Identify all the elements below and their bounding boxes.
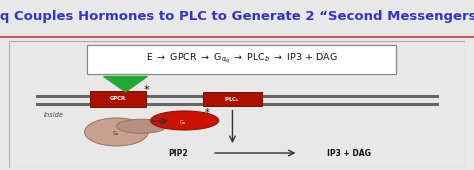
Polygon shape — [104, 76, 147, 92]
Text: Inside: Inside — [44, 112, 64, 118]
Text: PLC$_b$: PLC$_b$ — [225, 95, 240, 104]
Text: IP3 + DAG: IP3 + DAG — [327, 149, 370, 157]
Text: E $\rightarrow$ GPCR $\rightarrow$ G$_{\mathregular{\alpha}_q}$ $\rightarrow$ PL: E $\rightarrow$ GPCR $\rightarrow$ G$_{\… — [146, 51, 337, 66]
Circle shape — [151, 111, 219, 130]
FancyBboxPatch shape — [87, 45, 396, 74]
Text: Gq Couples Hormones to PLC to Generate 2 “Second Messengers”: Gq Couples Hormones to PLC to Generate 2… — [0, 10, 474, 23]
Text: *: * — [205, 108, 210, 118]
Text: PIP2: PIP2 — [168, 149, 188, 157]
Text: G$_\alpha$: G$_\alpha$ — [179, 118, 187, 127]
Text: *: * — [144, 85, 150, 95]
FancyBboxPatch shape — [90, 91, 146, 107]
Ellipse shape — [84, 118, 148, 146]
FancyBboxPatch shape — [203, 92, 262, 106]
Circle shape — [117, 119, 166, 133]
Text: G$_\alpha$: G$_\alpha$ — [112, 129, 120, 138]
Text: GPCR: GPCR — [109, 96, 126, 101]
